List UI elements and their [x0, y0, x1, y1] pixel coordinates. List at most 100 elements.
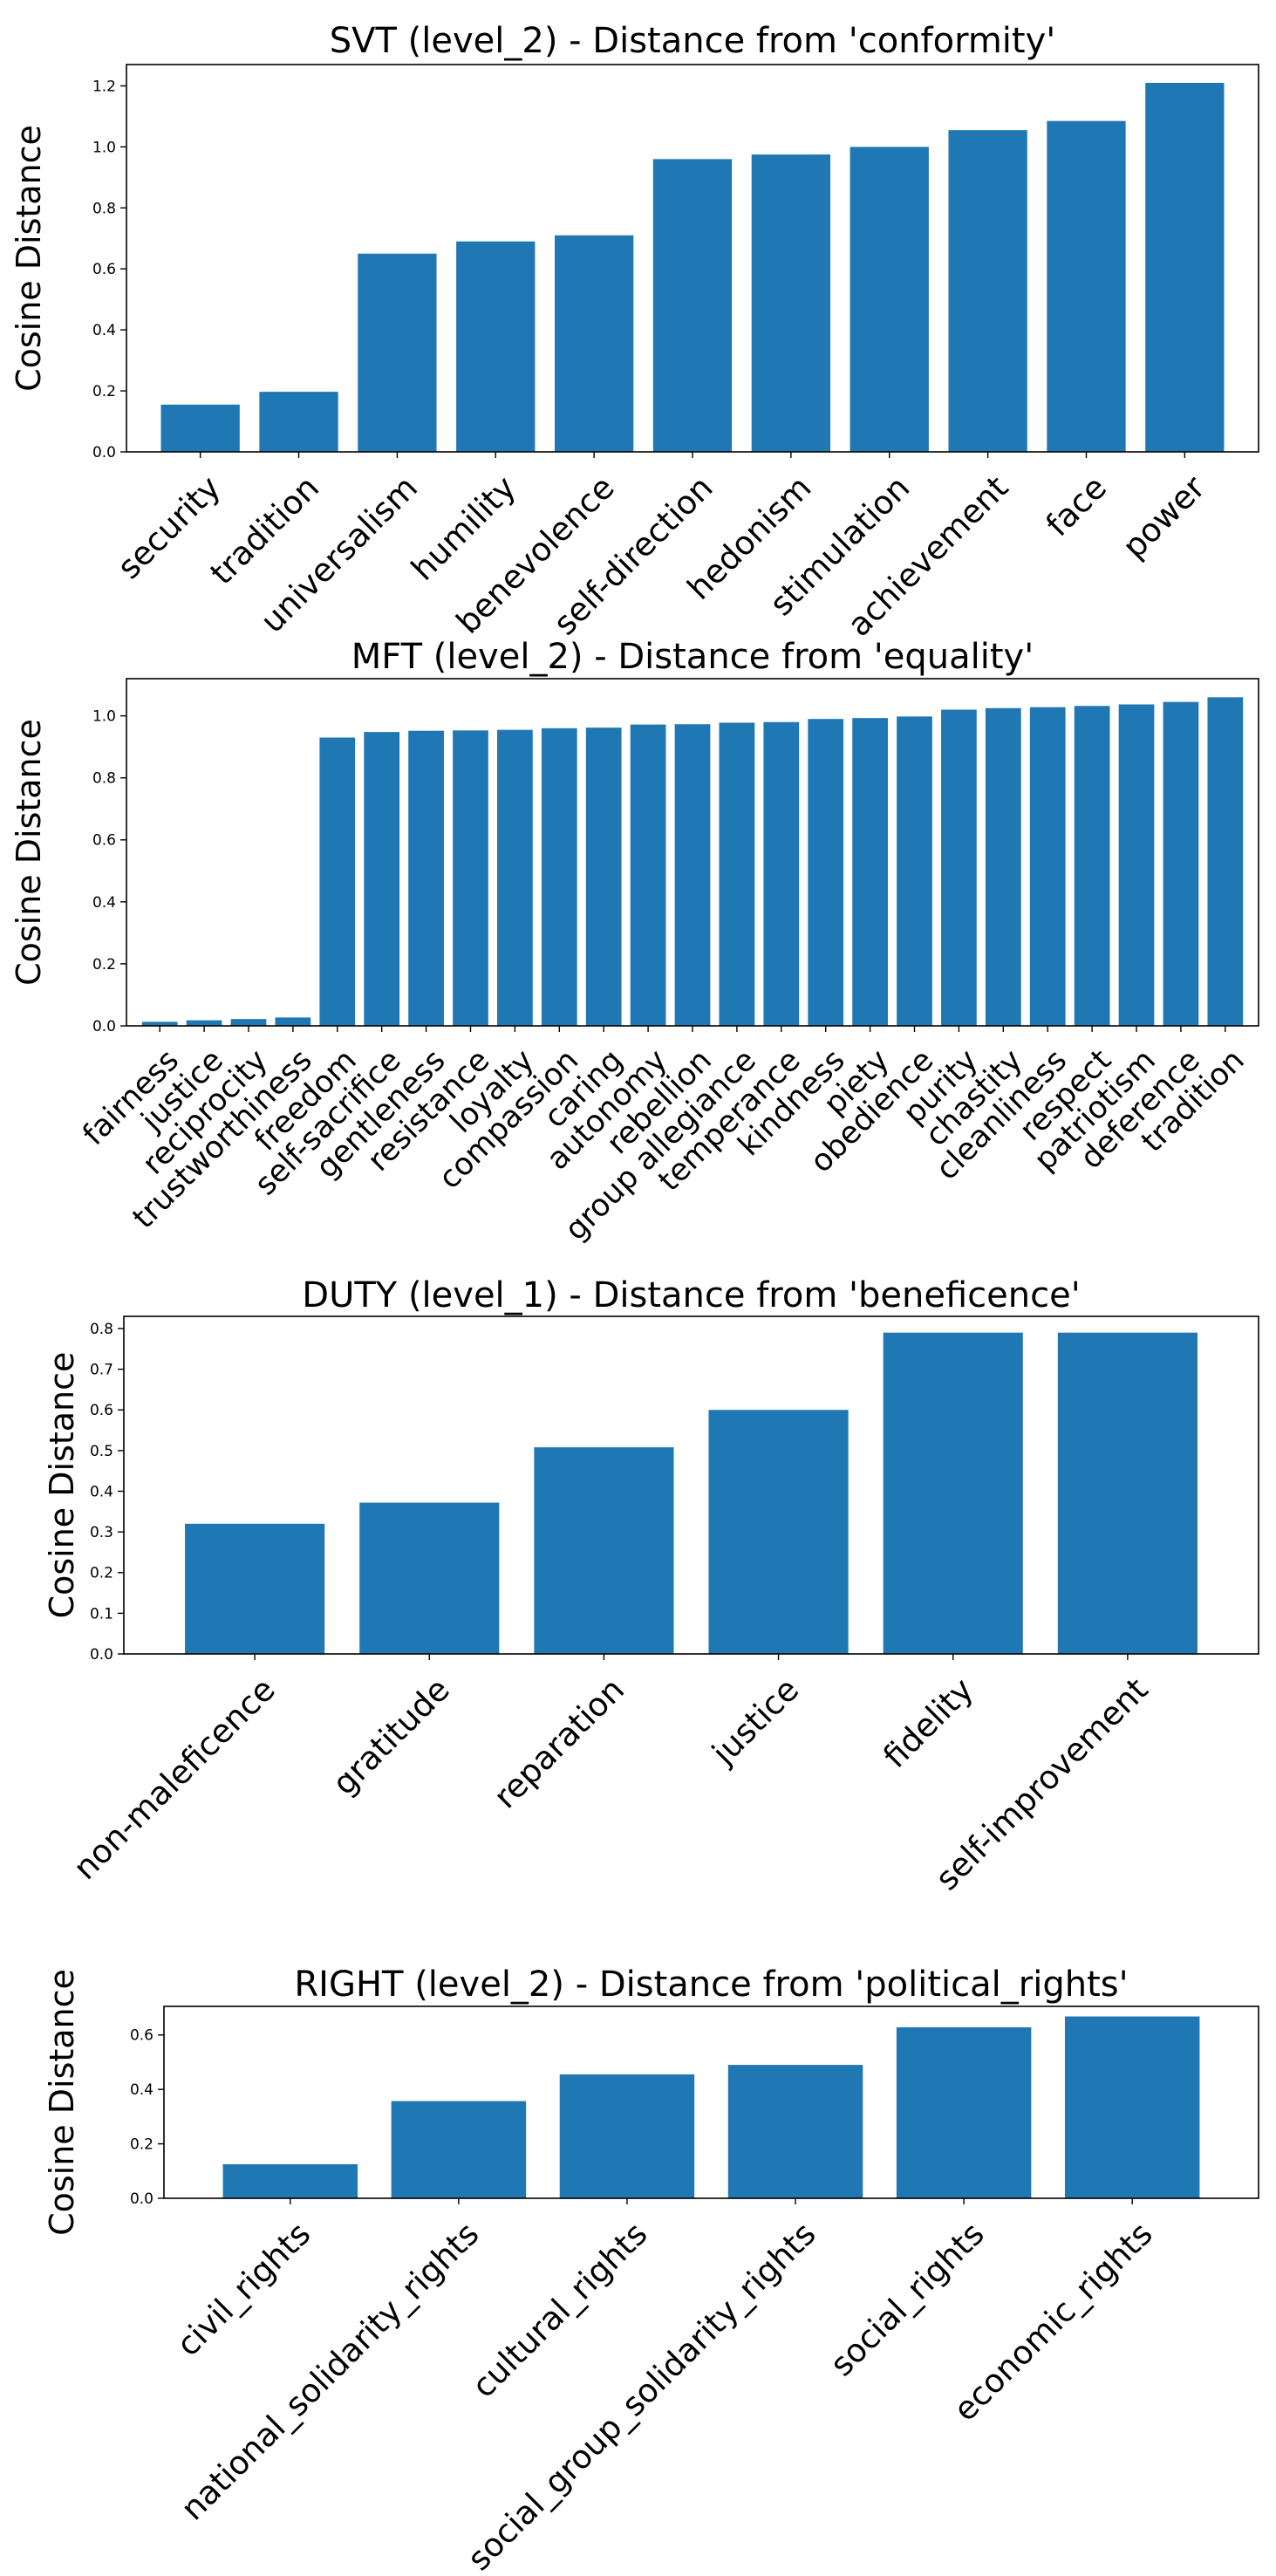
bar-hedonism — [751, 154, 831, 453]
bar-achievement — [948, 130, 1027, 453]
x-category-label: face — [1039, 468, 1114, 543]
y-tick-label: 0.2 — [92, 383, 116, 400]
y-tick-label: 0.4 — [92, 894, 116, 912]
bar-piety — [852, 718, 888, 1026]
bar-self-improvement — [1057, 1332, 1198, 1654]
bar-reciprocity — [230, 1019, 267, 1026]
bar-freedom — [319, 737, 356, 1026]
bar-trustworthiness — [275, 1017, 311, 1026]
x-category-label: national_solidarity_rights — [174, 2215, 486, 2527]
chart-panel-3: DUTY (level_1) - Distance from 'benefice… — [43, 1275, 1259, 1897]
bar-universalism — [358, 253, 437, 452]
chart-title: MFT (level_2) - Distance from 'equality' — [351, 637, 1034, 677]
y-tick-label: 0.2 — [92, 956, 116, 974]
bar-justice — [186, 1020, 222, 1026]
x-category-label: social_rights — [823, 2215, 992, 2383]
y-tick-label: 1.2 — [92, 78, 116, 95]
bar-gentleness — [408, 730, 444, 1026]
y-tick-label: 0.2 — [130, 2136, 154, 2154]
y-tick-label: 0.6 — [130, 2027, 154, 2045]
x-category-label: civil_rights — [169, 2215, 317, 2363]
bar-gratitude — [359, 1502, 500, 1654]
x-category-label: social_group_solidarity_rights — [461, 2215, 823, 2576]
bar-security — [160, 404, 240, 452]
y-axis-label: Cosine Distance — [10, 719, 48, 986]
bar-social_rights — [896, 2027, 1032, 2198]
bar-respect — [1074, 706, 1110, 1026]
bar-stimulation — [850, 147, 929, 452]
bar-purity — [941, 709, 977, 1026]
y-axis-label: Cosine Distance — [43, 1969, 81, 2236]
bar-reparation — [534, 1447, 674, 1654]
bar-economic_rights — [1064, 2016, 1200, 2198]
chart-title: DUTY (level_1) - Distance from 'benefice… — [302, 1275, 1080, 1315]
x-category-label: non-maleficence — [66, 1671, 283, 1887]
y-tick-label: 0.8 — [92, 200, 116, 217]
bar-benevolence — [554, 235, 634, 452]
y-tick-label: 0.1 — [90, 1605, 113, 1623]
bar-justice — [708, 1410, 849, 1654]
bar-temperance — [763, 721, 800, 1026]
y-axis-label: Cosine Distance — [10, 125, 48, 392]
x-category-label: fidelity — [876, 1671, 980, 1775]
bar-social_group_solidarity_rights — [727, 2065, 863, 2198]
y-tick-label: 0.7 — [90, 1362, 113, 1379]
plot-frame — [163, 2005, 1259, 2199]
y-tick-label: 1.0 — [92, 708, 116, 726]
bar-compassion — [541, 728, 577, 1026]
plot-frame — [123, 1315, 1259, 1655]
bar-face — [1047, 120, 1126, 452]
chart-panel-2: MFT (level_2) - Distance from 'equality'… — [10, 637, 1259, 1247]
chart-title: SVT (level_2) - Distance from 'conformit… — [330, 21, 1056, 61]
x-category-label: cultural_rights — [465, 2215, 655, 2405]
bar-autonomy — [630, 724, 666, 1026]
bar-rebellion — [674, 724, 711, 1026]
bar-kindness — [808, 719, 844, 1026]
y-tick-label: 0.8 — [92, 770, 116, 788]
x-category-label: gratitude — [325, 1671, 457, 1802]
y-tick-label: 0.0 — [92, 1018, 116, 1035]
bar-power — [1145, 82, 1225, 452]
bar-non-maleficence — [185, 1523, 325, 1654]
bar-patriotism — [1118, 704, 1155, 1026]
bar-fairness — [141, 1022, 178, 1026]
y-tick-label: 0.6 — [90, 1402, 113, 1419]
bar-civil_rights — [222, 2163, 358, 2198]
bar-obedience — [897, 716, 932, 1026]
bar-group allegiance — [719, 722, 755, 1026]
y-tick-label: 0.8 — [90, 1321, 113, 1338]
bar-humility — [456, 241, 536, 452]
bar-cleanliness — [1029, 707, 1066, 1026]
y-tick-label: 0.5 — [90, 1443, 113, 1460]
y-tick-label: 0.6 — [92, 832, 116, 850]
y-tick-label: 0.2 — [90, 1565, 113, 1582]
y-tick-label: 0.3 — [90, 1524, 113, 1541]
y-axis-label: Cosine Distance — [43, 1352, 81, 1619]
bar-caring — [585, 728, 622, 1026]
bar-loyalty — [497, 729, 533, 1026]
bar-tradition — [259, 392, 338, 452]
x-category-label: justice — [705, 1671, 807, 1773]
y-tick-label: 0.0 — [130, 2190, 154, 2208]
bar-cultural_rights — [559, 2074, 695, 2198]
chart-panel-4: RIGHT (level_2) - Distance from 'politic… — [43, 1964, 1259, 2576]
bar-fidelity — [883, 1332, 1023, 1654]
bar-deference — [1163, 701, 1199, 1026]
bar-self-direction — [652, 159, 733, 452]
y-tick-label: 0.4 — [130, 2081, 154, 2099]
y-tick-label: 0.0 — [92, 444, 116, 461]
bar-self-sacrifice — [364, 732, 400, 1026]
y-tick-label: 0.6 — [92, 261, 116, 278]
bar-chastity — [985, 707, 1021, 1026]
y-tick-label: 1.0 — [92, 139, 116, 156]
y-tick-label: 0.0 — [90, 1646, 113, 1664]
x-category-label: reparation — [487, 1671, 631, 1815]
bar-tradition — [1207, 697, 1244, 1026]
bar-national_solidarity_rights — [391, 2101, 527, 2198]
y-tick-label: 0.4 — [90, 1483, 113, 1500]
chart-panel-1: SVT (level_2) - Distance from 'conformit… — [10, 21, 1259, 644]
chart-title: RIGHT (level_2) - Distance from 'politic… — [294, 1964, 1128, 2005]
bar-resistance — [453, 730, 488, 1026]
y-tick-label: 0.4 — [92, 322, 116, 339]
